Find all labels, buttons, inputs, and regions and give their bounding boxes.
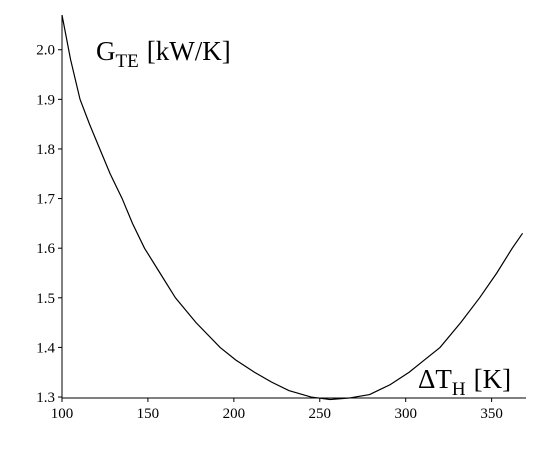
curve	[61, 14, 524, 401]
y-axis-title: GTE [kW/K]	[96, 36, 231, 72]
x-axis-title-sub: H	[452, 379, 466, 400]
x-tick-label: 200	[223, 406, 246, 422]
y-axis-title-base: G	[96, 36, 116, 66]
y-tick-label: 2.0	[36, 43, 55, 59]
y-tick-label: 1.7	[36, 192, 55, 208]
x-tick-label: 350	[480, 406, 503, 422]
y-tick-label: 1.3	[36, 390, 55, 406]
y-tick-label: 1.9	[36, 92, 55, 108]
x-axis-title: ΔTH [K]	[418, 364, 511, 400]
y-tick-label: 1.8	[36, 142, 55, 158]
y-axis-title-unit: [kW/K]	[147, 36, 231, 66]
x-tick-label: 250	[309, 406, 332, 422]
x-tick-label: 100	[51, 406, 74, 422]
y-tick-label: 1.4	[36, 340, 55, 356]
x-tick-label: 150	[137, 406, 160, 422]
y-tick-label: 1.6	[36, 241, 55, 257]
x-axis-title-unit: [K]	[474, 364, 511, 394]
y-axis-title-sub: TE	[116, 51, 139, 72]
x-tick-label: 300	[394, 406, 417, 422]
x-axis-title-base: ΔT	[418, 364, 452, 394]
y-tick-label: 1.5	[36, 291, 55, 307]
